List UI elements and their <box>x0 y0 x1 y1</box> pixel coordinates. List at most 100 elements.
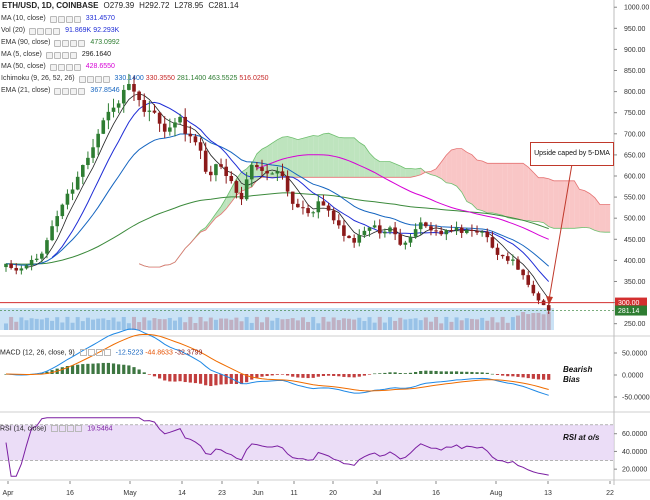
candle-body <box>75 176 80 190</box>
macd-histogram-bar <box>158 374 162 379</box>
volume-bar <box>265 317 270 330</box>
rsi-label: RSI (14, close) 19.5464 <box>0 425 113 432</box>
macd-histogram-bar <box>234 374 238 385</box>
legend-row[interactable]: EMA (21, close) 367.8546 <box>0 85 269 97</box>
macd-histogram-bar <box>316 374 320 377</box>
rsi-settings-icons[interactable] <box>51 425 83 432</box>
macd-histogram-bar <box>286 374 290 376</box>
candle-body <box>521 269 525 276</box>
macd-histogram-bar <box>70 365 75 374</box>
volume-bar <box>157 319 162 330</box>
candle-body <box>296 203 300 208</box>
candle-body <box>418 222 423 230</box>
price-label-box <box>615 297 647 308</box>
macd-histogram-bar <box>178 374 182 382</box>
legend-row[interactable]: Vol (20) 91.869K 92.293K <box>0 25 269 37</box>
macd-histogram-bar <box>96 363 100 374</box>
x-tick-label: Apr <box>3 490 15 497</box>
candle-body <box>485 231 490 238</box>
candle-body <box>152 110 157 113</box>
x-tick-label: Jun <box>252 490 263 497</box>
ichimoku-cloud-segment <box>502 163 508 218</box>
legend-row[interactable]: MA (5, close) 296.1640 <box>0 49 269 61</box>
ichimoku-cloud-segment <box>313 135 319 178</box>
volume-bar <box>423 317 428 330</box>
volume-bar <box>464 318 469 330</box>
candle-body <box>188 133 193 137</box>
indicator-settings-icons[interactable] <box>29 27 61 35</box>
legend-row[interactable]: MA (10, close) 331.4570 <box>0 13 269 25</box>
macd-histogram-bar <box>332 374 336 376</box>
x-tick-label: 14 <box>178 490 186 497</box>
price-tick-label: 400.00 <box>624 258 646 265</box>
ichimoku-cloud-segment <box>564 180 570 229</box>
ichimoku-cloud-segment <box>318 133 324 178</box>
volume-bar <box>352 319 357 330</box>
volume-bar <box>198 317 203 330</box>
indicator-settings-icons[interactable] <box>54 87 86 95</box>
price-tick-label: 700.00 <box>624 131 646 138</box>
volume-bar <box>270 320 275 330</box>
macd-histogram-bar <box>142 372 146 374</box>
macd-settings-icons[interactable] <box>79 349 111 356</box>
price-tick-label: 500.00 <box>624 216 646 223</box>
indicator-value: 473.0992 <box>90 39 120 47</box>
volume-bar <box>377 316 382 330</box>
candle-body <box>321 201 326 206</box>
macd-histogram-bar <box>239 374 244 385</box>
ichimoku-cloud-segment <box>492 163 498 214</box>
macd-histogram-bar <box>321 374 326 377</box>
volume-bar <box>362 321 367 330</box>
macd-histogram-bar <box>311 374 315 378</box>
volume-bar <box>300 317 305 330</box>
macd-histogram-bar <box>275 374 279 375</box>
price-label-text: 300.00 <box>618 300 640 307</box>
volume-bar <box>203 321 208 330</box>
macd-histogram-bar <box>101 362 105 374</box>
legend-row[interactable]: MA (50, close) 428.6550 <box>0 61 269 73</box>
volume-bar <box>260 322 264 330</box>
macd-histogram-bar <box>188 374 192 383</box>
indicator-settings-icons[interactable] <box>49 15 81 23</box>
macd-histogram-bar <box>470 371 474 374</box>
price-tick-label: 650.00 <box>624 152 646 159</box>
rsi-tick-label: 40.0000 <box>622 449 647 456</box>
candle-body <box>9 263 13 268</box>
volume-bar <box>19 317 24 330</box>
volume-bar <box>219 318 224 330</box>
candle-body <box>24 265 29 269</box>
ichimoku-cloud-segment <box>374 158 380 178</box>
chart-header: ETH/USD, 1D, COINBASE O279.39 H292.72 L2… <box>0 0 241 11</box>
candle-body <box>388 227 392 232</box>
ichimoku-cloud-segment <box>594 197 600 232</box>
macd-histogram-bar <box>521 374 525 378</box>
macd-histogram-bar <box>373 373 377 375</box>
macd-histogram-bar <box>526 374 530 379</box>
legend-row[interactable]: Ichimoku (9, 26, 52, 26) 330.1400 330.3550… <box>0 73 269 85</box>
volume-bar <box>193 323 198 330</box>
macd-histogram-bar <box>347 374 351 378</box>
indicator-legend: MA (10, close) 331.4570 Vol (20) 91.869K 92.… <box>0 13 269 97</box>
volume-bar <box>454 317 459 330</box>
macd-histogram-bar <box>454 371 459 374</box>
indicator-settings-icons[interactable] <box>45 51 77 59</box>
candle-body <box>224 166 228 176</box>
volume-bar <box>357 317 362 330</box>
candle-body <box>34 258 39 260</box>
indicator-settings-icons[interactable] <box>54 39 86 47</box>
x-tick-label: 22 <box>606 490 614 497</box>
volume-bar <box>428 321 433 330</box>
candle-body <box>209 171 213 176</box>
x-tick-label: 11 <box>290 490 297 497</box>
ichimoku-cloud-segment <box>354 137 360 178</box>
macd-histogram-bar <box>127 365 131 374</box>
candle-body <box>470 230 474 232</box>
ichimoku-cloud-segment <box>267 143 273 178</box>
legend-row[interactable]: EMA (90, close) 473.0992 <box>0 37 269 49</box>
candle-body <box>29 259 34 266</box>
macd-histogram-bar <box>480 372 484 374</box>
macd-histogram-bar <box>337 374 341 377</box>
indicator-settings-icons[interactable] <box>49 63 81 71</box>
indicator-settings-icons[interactable] <box>78 75 110 83</box>
